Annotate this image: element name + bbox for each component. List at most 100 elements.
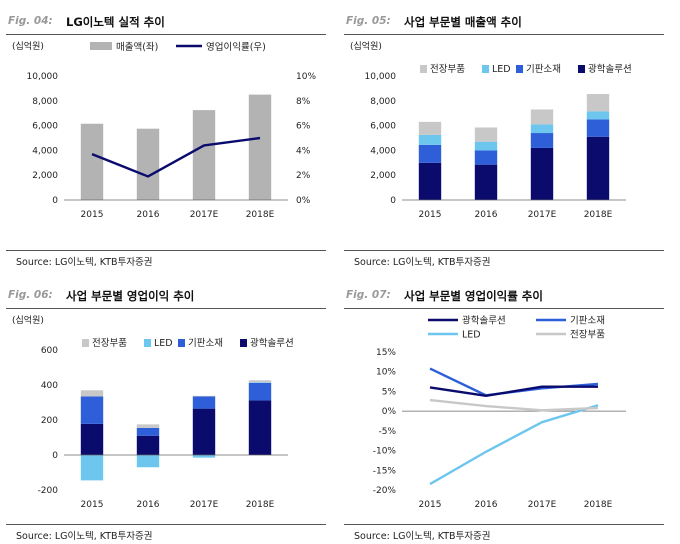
unit-label: (십억원) xyxy=(350,40,382,52)
figure-number: Fig. 05: xyxy=(346,15,391,27)
chart-title: 사업 부문별 매출액 추이 xyxy=(404,15,522,29)
x-tick-label: 2017E xyxy=(528,210,557,220)
x-tick-label: 2016 xyxy=(475,210,498,220)
chart-title: 사업 부문별 영업이익률 추이 xyxy=(404,289,543,303)
figure-number: Fig. 04: xyxy=(8,15,53,27)
bar-auto-parts-2015 xyxy=(80,390,104,397)
bar-substrate-2017e xyxy=(530,133,554,148)
bar-led-2016 xyxy=(474,141,498,151)
y-tick-label: 4,000 xyxy=(32,146,58,156)
y-tick-label: 200 xyxy=(41,416,58,426)
legend-swatch-sales xyxy=(90,42,112,50)
legend-label-optical-solution: 광학솔루션 xyxy=(588,63,632,75)
y-tick-label: 0 xyxy=(52,451,58,461)
legend-label-auto-parts: 전장부품 xyxy=(92,338,127,349)
y-tick-label: -10% xyxy=(373,447,397,457)
source-note: Source: LG이노텍, KTB투자증권 xyxy=(16,531,153,542)
panel-header: Fig. 05: 사업 부문별 매출액 추이 xyxy=(344,6,664,36)
source-note: Source: LG이노텍, KTB투자증권 xyxy=(16,257,153,268)
panel-sales-trend: Fig. 04: LG이노텍 실적 추이 0 2,000 4,000 6,000 8,0… xyxy=(6,6,326,268)
bar-led-2018e xyxy=(248,382,272,383)
bar-auto-parts-2015 xyxy=(418,121,442,135)
footer-rule xyxy=(6,250,326,251)
x-tick-label: 2016 xyxy=(137,500,160,510)
line-led xyxy=(429,404,599,486)
bar-optical-solution-2017e xyxy=(530,147,554,200)
footer-rule xyxy=(344,524,664,525)
y-tick-label: 0 xyxy=(390,196,396,206)
bar-sales-2016 xyxy=(136,128,160,200)
legend-swatch-auto-parts xyxy=(420,65,427,73)
header-rule xyxy=(6,34,326,35)
legend-label-substrate: 기판소재 xyxy=(570,316,605,327)
y-tick-label: -5% xyxy=(378,427,396,437)
unit-label: (십억원) xyxy=(12,40,44,52)
legend-label-led: LED xyxy=(154,338,173,349)
chart-title: LG이노텍 실적 추이 xyxy=(66,15,165,29)
x-tick-label: 2015 xyxy=(419,210,442,220)
y-tick-label: 4,000 xyxy=(370,146,396,156)
panel-header: Fig. 04: LG이노텍 실적 추이 xyxy=(6,6,326,36)
bar-led-2016 xyxy=(136,455,160,468)
legend-label-auto-parts: 전장부품 xyxy=(430,64,465,75)
x-tick-label: 2015 xyxy=(81,210,104,220)
y-tick-label: 2,000 xyxy=(32,171,58,181)
bar-optical-solution-2016 xyxy=(136,435,160,455)
figure-number: Fig. 06: xyxy=(8,289,53,301)
y-tick-label: 5% xyxy=(382,387,397,397)
chart-sales-margin: 0 2,000 4,000 6,000 8,000 10,000 2015 2016 2017E… xyxy=(12,40,316,220)
x-tick-label: 2017E xyxy=(528,500,557,510)
bar-auto-parts-2018e xyxy=(586,93,610,112)
panel-header: Fig. 06: 사업 부문별 영업이익 추이 xyxy=(6,280,326,310)
bar-led-2018e xyxy=(586,111,610,120)
y-tick-label: 2,000 xyxy=(370,171,396,181)
bar-auto-parts-2017e xyxy=(192,395,216,397)
bar-sales-2015 xyxy=(80,123,104,200)
header-rule xyxy=(6,308,326,309)
bar-led-2017e xyxy=(530,124,554,134)
header-rule xyxy=(344,308,664,309)
y-tick-label: 400 xyxy=(41,381,58,391)
bar-substrate-2015 xyxy=(80,396,104,424)
y2-tick-label: 0% xyxy=(296,196,311,206)
line-auto-parts xyxy=(429,398,599,412)
legend-label-auto-parts: 전장부품 xyxy=(570,330,605,341)
x-tick-label: 2018E xyxy=(246,210,275,220)
legend-label-substrate: 기판소재 xyxy=(526,64,561,75)
y2-tick-label: 10% xyxy=(296,72,316,82)
bar-auto-parts-2016 xyxy=(136,424,160,428)
line-optical-solution xyxy=(429,385,598,397)
y-tick-label: 0% xyxy=(382,407,397,417)
chart-segment-op-margin: -20% -15% -10% -5% 0% 5% 10% 15% 2015 2016 2017E 20… xyxy=(373,315,626,510)
y-tick-label: -200 xyxy=(38,486,59,496)
bar-substrate-2015 xyxy=(418,144,442,163)
y-tick-label: 10% xyxy=(376,368,396,378)
legend-swatch-substrate xyxy=(516,65,523,73)
bar-optical-solution-2015 xyxy=(418,162,442,200)
bar-auto-parts-2017e xyxy=(530,109,554,125)
bar-optical-solution-2018e xyxy=(248,400,272,455)
panel-segment-op-profit: Fig. 06: 사업 부문별 영업이익 추이 -200 0 200 400 600 20… xyxy=(6,280,326,542)
bar-substrate-2018e xyxy=(248,382,272,401)
bar-sales-2017e xyxy=(192,110,216,200)
y-tick-label: 6,000 xyxy=(32,122,58,132)
footer-rule xyxy=(344,250,664,251)
y-tick-label: 15% xyxy=(376,348,396,358)
legend-label-optical-solution: 광학솔루션 xyxy=(250,337,294,349)
bar-optical-solution-2018e xyxy=(586,136,610,200)
figure-number: Fig. 07: xyxy=(346,289,391,301)
legend-label-sales: 매출액(좌) xyxy=(116,41,158,53)
chart-segment-op-profit: -200 0 200 400 600 2015 2016 2017E 2018E (십억원) 전장부… xyxy=(12,314,294,510)
y-tick-label: 600 xyxy=(41,346,58,356)
legend-swatch-optical-solution xyxy=(578,65,585,73)
y-tick-label: 8,000 xyxy=(32,97,58,107)
header-rule xyxy=(344,34,664,35)
y-tick-label: 0 xyxy=(52,196,58,206)
bar-sales-2018e xyxy=(248,94,272,200)
legend-swatch-auto-parts xyxy=(82,339,89,347)
x-tick-label: 2016 xyxy=(475,500,498,510)
bar-led-2015 xyxy=(418,134,442,145)
legend-label-substrate: 기판소재 xyxy=(188,338,223,349)
legend-swatch-substrate xyxy=(178,339,185,347)
x-tick-label: 2018E xyxy=(584,210,613,220)
